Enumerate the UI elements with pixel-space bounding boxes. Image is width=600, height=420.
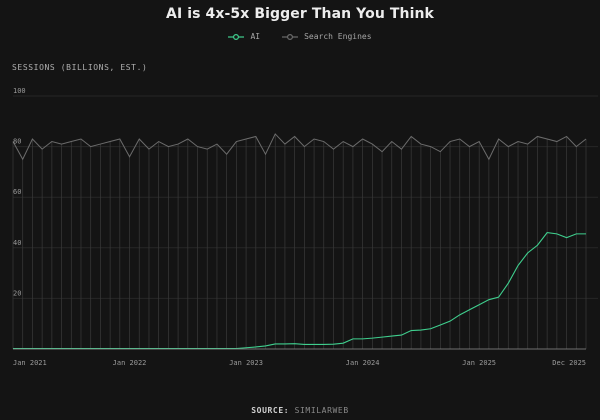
- legend-item-ai[interactable]: AI: [228, 32, 260, 41]
- x-tick-label-dec-2025: Dec 2025: [552, 359, 586, 367]
- x-tick-label-jan-2024: Jan 2024: [346, 359, 380, 367]
- chart-title: AI is 4x-5x Bigger Than You Think: [166, 6, 434, 22]
- x-tick-label-jan-2025: Jan 2025: [462, 359, 496, 367]
- y-tick-label-20: 20: [13, 289, 21, 297]
- source-caption: SOURCE: SIMILARWEB: [0, 406, 600, 415]
- x-tick-label-jan-2023: Jan 2023: [229, 359, 263, 367]
- source-value: SIMILARWEB: [294, 406, 349, 415]
- legend-item-search-engines[interactable]: Search Engines: [282, 32, 372, 41]
- y-axis-label: SESSIONS (BILLIONS, EST.): [12, 63, 148, 72]
- ai-series-line: [13, 232, 586, 350]
- y-tick-label-60: 60: [13, 188, 21, 196]
- y-tick-label-100: 100: [13, 87, 26, 95]
- x-tick-label-jan-2022: Jan 2022: [113, 359, 147, 367]
- legend-label-search-engines: Search Engines: [304, 32, 372, 41]
- legend-label-ai: AI: [250, 32, 261, 41]
- ai-series-marker-icon: [228, 33, 245, 40]
- y-tick-label-40: 40: [13, 239, 21, 247]
- x-tick-label-jan-2021: Jan 2021: [13, 359, 47, 367]
- search-series-marker-icon: [282, 33, 299, 40]
- source-key: SOURCE:: [251, 406, 290, 415]
- chart-legend: AI Search Engines: [0, 32, 600, 41]
- search-engines-series-line: [12, 133, 587, 161]
- y-tick-label-80: 80: [13, 138, 21, 146]
